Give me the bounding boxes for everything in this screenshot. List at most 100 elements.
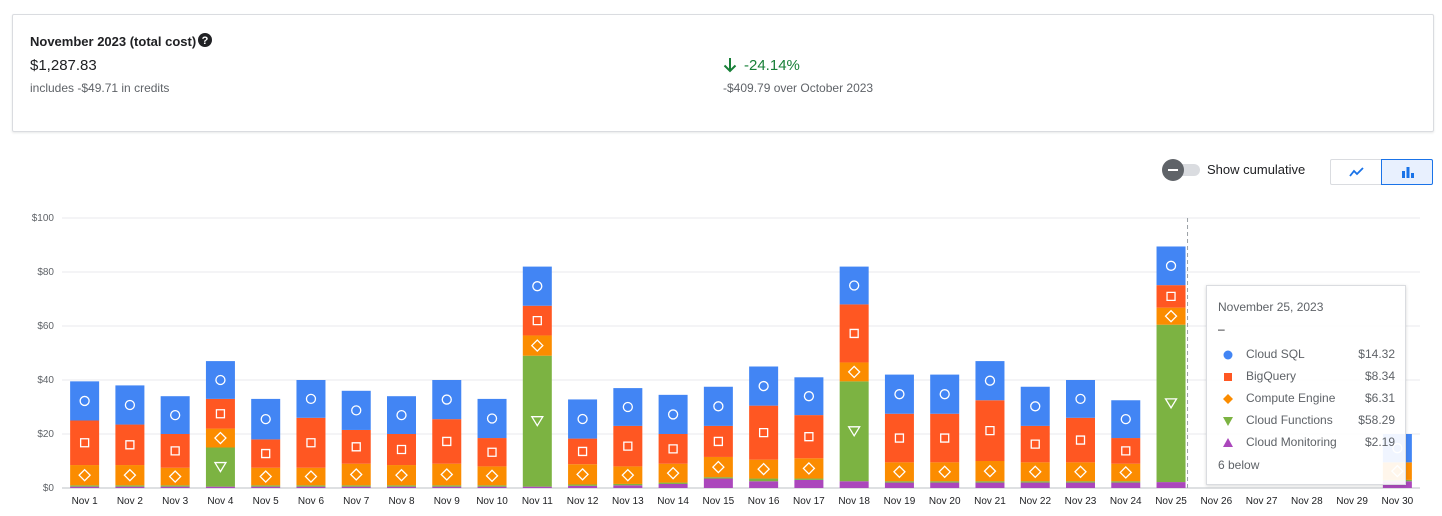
triangle-down-marker <box>213 461 228 473</box>
diamond-marker <box>304 470 318 483</box>
bar-compute-engine <box>703 456 733 478</box>
circle-marker <box>1030 401 1041 412</box>
bar-cloud-functions <box>522 355 552 487</box>
bar-chart-button[interactable] <box>1381 159 1433 185</box>
bar-cloud-functions <box>839 381 869 482</box>
square-marker <box>713 436 724 447</box>
tooltip-row-cloud-functions: Cloud Functions $58.29 <box>1207 413 1405 429</box>
x-tick-label: Nov 18 <box>838 496 870 507</box>
bar-compute-engine <box>1156 307 1186 325</box>
x-tick-label: Nov 30 <box>1382 496 1414 507</box>
bar-cloud-sql <box>794 377 824 416</box>
square-marker <box>849 328 859 339</box>
bar-cloud-monitoring <box>522 486 552 488</box>
bar-bigquery <box>658 434 688 464</box>
bar-compute-engine <box>341 463 371 486</box>
diamond-marker <box>1074 465 1087 479</box>
x-tick-label: Nov 17 <box>793 496 825 507</box>
bar-cloud-sql <box>341 390 371 430</box>
tooltip-series-value: $8.34 <box>1364 369 1395 383</box>
x-tick-label: Nov 10 <box>476 496 508 507</box>
bar-cloud-monitoring <box>341 486 371 488</box>
triangle-down-icon <box>1223 417 1233 426</box>
bar-chart-icon <box>1402 167 1414 178</box>
bar-cloud-sql <box>160 396 190 434</box>
bar-bigquery <box>115 424 145 466</box>
circle-marker <box>1165 260 1177 271</box>
diamond-marker <box>802 462 816 475</box>
diamond-marker <box>576 467 589 481</box>
cumulative-toggle[interactable] <box>1162 159 1202 181</box>
tooltip-series-name: BigQuery <box>1246 369 1297 383</box>
circle-marker <box>486 413 498 424</box>
bar-compute-engine <box>1111 463 1141 482</box>
bar-cloud-functions <box>794 478 824 480</box>
bar-cloud-monitoring <box>251 486 281 488</box>
triangle-up-icon <box>1223 438 1233 447</box>
circle-marker <box>713 401 724 412</box>
square-marker <box>804 432 814 442</box>
bar-bigquery <box>839 304 869 363</box>
bar-cloud-monitoring <box>703 478 733 488</box>
bar-compute-engine <box>1020 462 1050 482</box>
diamond-marker <box>666 466 680 480</box>
bar-cloud-sql <box>568 399 598 439</box>
bar-cloud-monitoring <box>794 479 824 488</box>
bar-compute-engine <box>794 458 824 479</box>
bar-cloud-functions <box>387 485 416 487</box>
bar-compute-engine <box>1066 462 1095 482</box>
circle-marker <box>305 393 317 405</box>
x-tick-label: Nov 11 <box>522 496 553 507</box>
tooltip-series-name: Cloud Monitoring <box>1246 435 1337 449</box>
bar-bigquery <box>884 413 914 463</box>
square-marker <box>668 444 678 454</box>
chart-tooltip: November 25, 2023 – Cloud SQL $14.32 Big… <box>1206 285 1406 485</box>
y-tick-label: $40 <box>37 375 54 386</box>
x-tick-label: Nov 9 <box>434 496 461 507</box>
circle-marker <box>803 391 815 402</box>
triangle-down-marker <box>847 426 861 438</box>
circle-marker <box>441 394 452 405</box>
triangle-down-marker <box>530 416 544 427</box>
y-tick-label: $80 <box>37 267 54 278</box>
bar-cloud-monitoring <box>884 482 914 488</box>
x-tick-label: Nov 16 <box>748 496 780 507</box>
x-tick-label: Nov 27 <box>1246 496 1278 507</box>
bar-cloud-functions <box>930 481 960 483</box>
bar-cloud-monitoring <box>568 485 598 488</box>
x-tick-label: Nov 8 <box>388 496 415 507</box>
x-tick-label: Nov 21 <box>974 496 1006 507</box>
bar-compute-engine <box>975 461 1005 482</box>
circle-marker <box>849 280 860 291</box>
bar-cloud-functions <box>749 478 779 482</box>
line-chart-button[interactable] <box>1330 159 1382 185</box>
bar-bigquery <box>522 305 552 336</box>
cumulative-label: Show cumulative <box>1207 162 1306 177</box>
bar-cloud-monitoring <box>70 486 100 488</box>
help-icon[interactable]: ? <box>197 32 213 48</box>
x-tick-label: Nov 28 <box>1291 496 1323 507</box>
bar-cloud-monitoring <box>839 481 869 488</box>
diamond-marker <box>440 468 454 481</box>
bar-compute-engine <box>251 467 281 486</box>
bar-cloud-functions <box>160 485 190 487</box>
diamond-marker <box>621 468 635 482</box>
bar-cloud-sql <box>296 380 326 418</box>
y-tick-label: $20 <box>37 429 54 440</box>
bar-cloud-functions <box>251 485 281 487</box>
cost-chart: $0 $20 $40 $60 $80 $100 Nov 1 Nov 2 Nov 3 Nov 4 No… <box>32 213 1420 507</box>
bar-compute-engine <box>477 466 507 486</box>
x-tick-label: Nov 25 <box>1155 496 1187 507</box>
square-marker <box>306 438 316 448</box>
circle-marker <box>170 409 181 421</box>
square-marker <box>940 433 950 443</box>
diamond-marker <box>530 339 544 352</box>
square-marker <box>351 442 361 452</box>
bar-bigquery <box>296 417 326 468</box>
diamond-marker <box>395 468 408 482</box>
x-tick-label: Nov 6 <box>298 496 325 507</box>
bar-cloud-sql <box>251 398 281 440</box>
bar-bigquery <box>160 434 190 468</box>
circle-marker <box>894 389 905 400</box>
tooltip-series-name: Cloud SQL <box>1246 347 1305 361</box>
